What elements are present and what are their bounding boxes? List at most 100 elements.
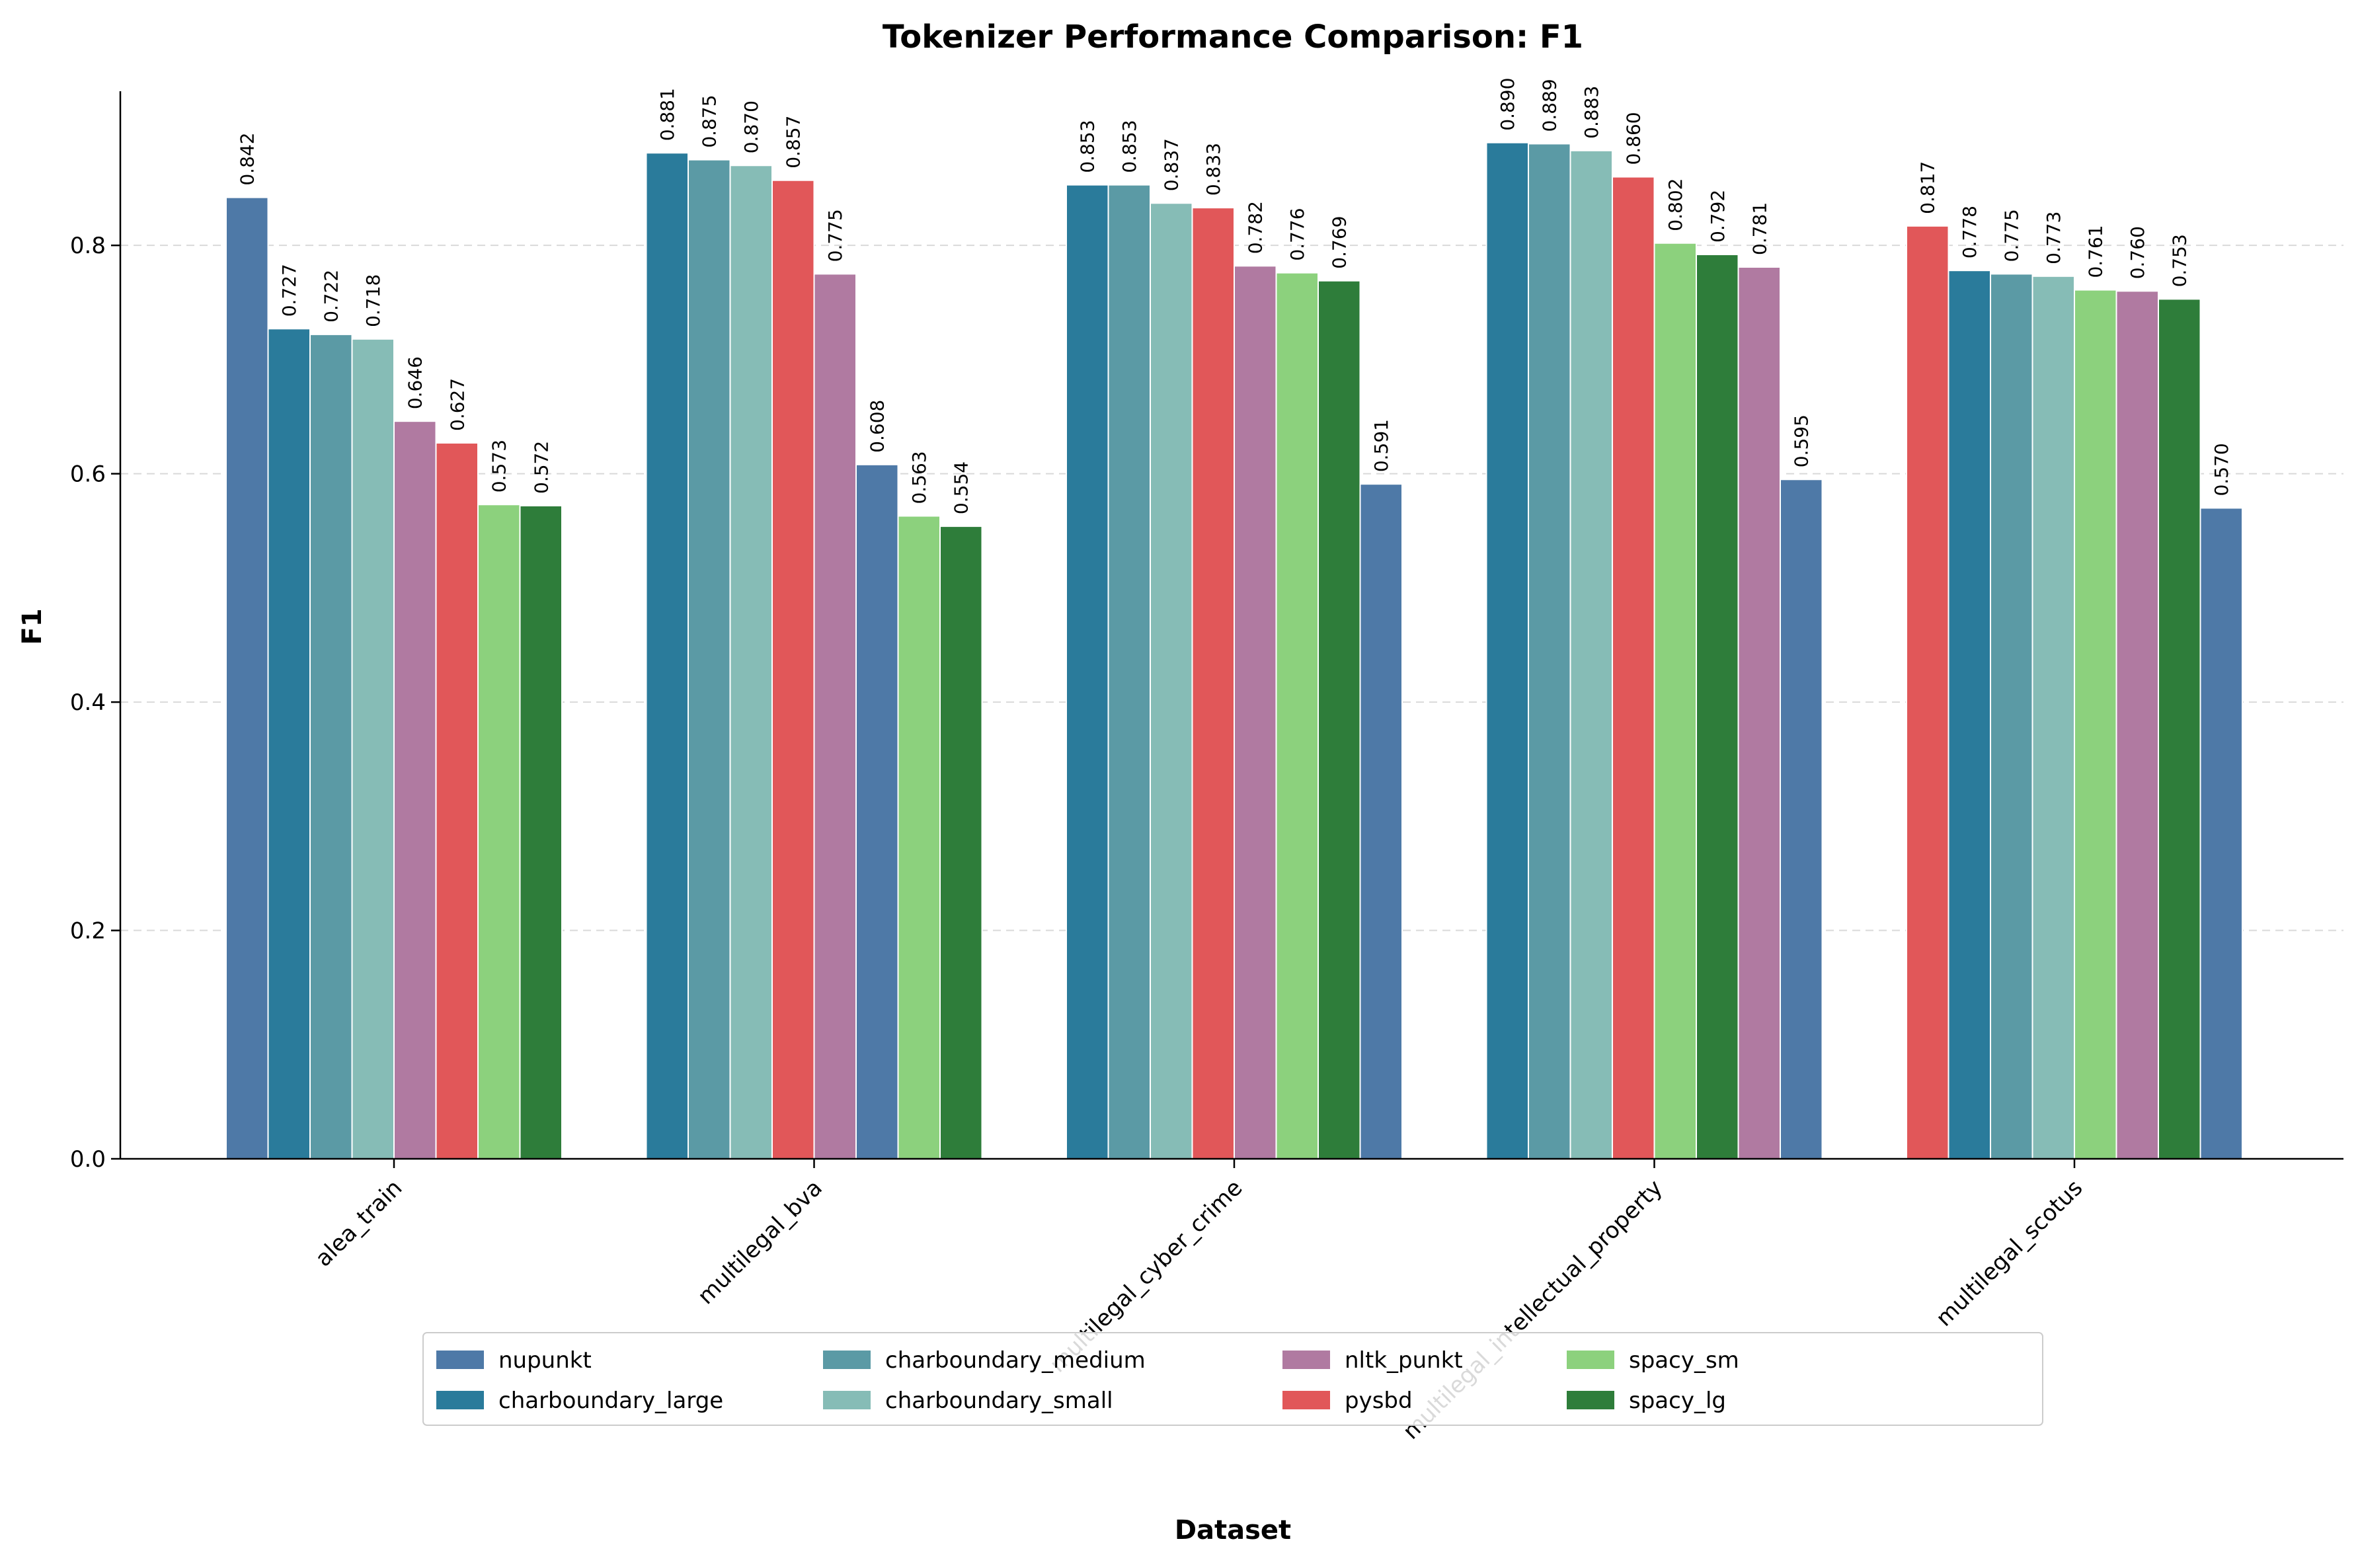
- bar: [729, 165, 773, 1160]
- data-label: 0.857: [783, 116, 805, 169]
- data-label: 0.837: [1161, 138, 1183, 191]
- legend-label: nltk_punkt: [1345, 1347, 1463, 1374]
- y-axis-label: F1: [17, 608, 48, 645]
- bar: [1528, 143, 1571, 1159]
- data-label: 0.769: [1329, 216, 1351, 269]
- data-label: 0.842: [237, 132, 258, 185]
- bar: [1737, 266, 1781, 1159]
- bar: [1359, 483, 1403, 1159]
- bar: [351, 338, 395, 1159]
- bar: [2158, 298, 2201, 1159]
- data-label: 0.782: [1245, 201, 1267, 254]
- x-axis-label: Dataset: [1175, 1515, 1291, 1546]
- bar: [1612, 176, 1655, 1160]
- data-label: 0.890: [1497, 78, 1518, 131]
- bar: [855, 463, 899, 1159]
- legend-label: spacy_sm: [1629, 1347, 1739, 1374]
- legend-swatch: [436, 1391, 484, 1409]
- legend-swatch: [1282, 1351, 1330, 1369]
- data-label: 0.860: [1623, 112, 1645, 165]
- bar: [939, 526, 983, 1159]
- y-tick-label: 0.2: [70, 918, 106, 945]
- data-label: 0.875: [699, 95, 721, 147]
- legend-swatch: [823, 1391, 871, 1409]
- bar: [2031, 275, 2075, 1159]
- bar: [771, 179, 815, 1159]
- legend: nupunkt charboundary_large charboundary_me…: [422, 1332, 2043, 1426]
- bar: [1150, 202, 1193, 1160]
- data-label: 0.778: [1959, 206, 1981, 258]
- data-label: 0.572: [530, 441, 552, 494]
- legend-label: pysbd: [1345, 1388, 1413, 1414]
- data-label: 0.760: [2127, 226, 2148, 279]
- bar: [897, 515, 941, 1159]
- bar: [393, 420, 437, 1160]
- bar: [1066, 184, 1109, 1159]
- data-label: 0.627: [446, 378, 468, 431]
- axes: [111, 91, 2343, 1168]
- bar: [688, 159, 731, 1160]
- data-label: 0.776: [1286, 208, 1308, 260]
- data-label: 0.773: [2043, 212, 2065, 264]
- bar: [1696, 254, 1739, 1159]
- category-label: multilegal_bva: [693, 1175, 828, 1310]
- bar: [1191, 207, 1235, 1160]
- data-label: 0.573: [489, 440, 510, 492]
- data-label: 0.802: [1665, 178, 1686, 231]
- data-label: 0.775: [2001, 209, 2023, 262]
- bar: [645, 152, 689, 1160]
- data-label: 0.889: [1539, 79, 1561, 132]
- data-label: 0.781: [1749, 202, 1770, 255]
- legend-label: nupunkt: [498, 1347, 592, 1374]
- bar: [1107, 184, 1151, 1159]
- data-label: 0.595: [1791, 414, 1813, 467]
- bar: [267, 328, 311, 1160]
- bar: [2199, 507, 2243, 1159]
- data-label: 0.646: [405, 356, 426, 409]
- legend-swatch: [436, 1351, 484, 1369]
- bar: [813, 273, 857, 1159]
- bar: [1234, 265, 1277, 1160]
- data-label: 0.591: [1370, 419, 1392, 472]
- data-label: 0.883: [1581, 86, 1602, 139]
- data-label: 0.718: [362, 274, 384, 327]
- data-label: 0.727: [278, 264, 300, 317]
- legend-swatch: [823, 1351, 871, 1369]
- legend-swatch: [1567, 1391, 1614, 1409]
- bar: [1947, 270, 1991, 1160]
- bar: [2115, 290, 2159, 1160]
- data-label: 0.753: [2169, 234, 2191, 287]
- bar: [1318, 280, 1361, 1159]
- data-label: 0.761: [2085, 225, 2107, 278]
- bar: [1653, 242, 1697, 1159]
- y-tick-label: 0.0: [70, 1146, 106, 1173]
- data-label: 0.608: [867, 400, 888, 453]
- legend-label: charboundary_medium: [885, 1347, 1146, 1374]
- bar: [435, 442, 479, 1159]
- data-label: 0.853: [1119, 120, 1140, 173]
- bar: [1906, 225, 1949, 1159]
- tick-labels: 0.0 0.2 0.4 0.6 0.8: [70, 233, 106, 1173]
- data-label: 0.881: [656, 88, 678, 141]
- bar: [1275, 272, 1319, 1159]
- data-labels: 0.842 0.727 0.722 0.718 0.646 0.627 0.573 0.572…: [237, 78, 2233, 515]
- data-label: 0.853: [1077, 120, 1099, 173]
- bar: [1485, 141, 1529, 1159]
- data-label: 0.833: [1202, 143, 1224, 196]
- category-label: alea_train: [310, 1175, 407, 1272]
- legend-swatch: [1282, 1391, 1330, 1409]
- data-label: 0.554: [951, 461, 972, 514]
- legend-label: spacy_lg: [1629, 1388, 1726, 1414]
- category-label: multilegal_scotus: [1931, 1175, 2088, 1332]
- y-tick-label: 0.8: [70, 233, 106, 259]
- bar: [1780, 479, 1823, 1159]
- bar: [2074, 289, 2117, 1160]
- data-label: 0.817: [1917, 161, 1939, 214]
- data-label: 0.792: [1707, 190, 1729, 243]
- data-label: 0.563: [908, 451, 930, 504]
- data-label: 0.722: [321, 270, 342, 323]
- chart-title: Tokenizer Performance Comparison: F1: [883, 19, 1583, 56]
- bar: [225, 196, 269, 1159]
